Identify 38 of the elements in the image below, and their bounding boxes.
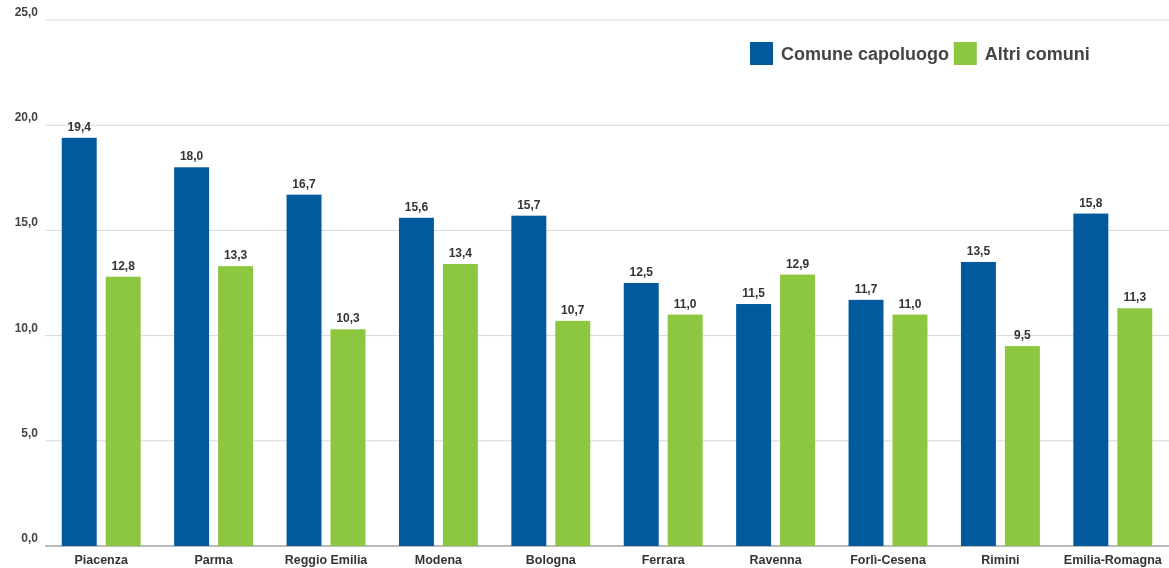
data-label: 11,3 bbox=[1123, 290, 1147, 305]
x-tick-label: Ravenna bbox=[749, 553, 803, 567]
legend-label: Comune capoluogo bbox=[781, 44, 949, 64]
data-label: 15,7 bbox=[517, 197, 541, 212]
x-tick-label: Rimini bbox=[981, 553, 1020, 567]
data-label: 11,5 bbox=[742, 286, 766, 301]
legend-label: Altri comuni bbox=[984, 44, 1090, 64]
x-tick-label: Forlì-Cesena bbox=[850, 553, 927, 567]
y-tick-label: 20,0 bbox=[14, 110, 39, 125]
x-tick-label: Parma bbox=[194, 553, 234, 567]
data-label: 9,5 bbox=[1014, 328, 1032, 343]
y-tick-label: 0,0 bbox=[21, 531, 39, 545]
data-label: 15,6 bbox=[404, 199, 429, 214]
x-tick-label: Reggio Emilia bbox=[284, 553, 369, 567]
x-tick-label: Bologna bbox=[525, 553, 577, 567]
data-label: 16,7 bbox=[292, 176, 317, 191]
data-label: 10,3 bbox=[336, 311, 360, 326]
y-tick-label: 25,0 bbox=[14, 5, 39, 19]
data-label: 11,7 bbox=[854, 281, 878, 296]
y-tick-label: 5,0 bbox=[21, 425, 39, 440]
data-label: 13,5 bbox=[966, 243, 991, 258]
data-label: 18,0 bbox=[179, 149, 204, 164]
data-label: 11,0 bbox=[673, 296, 697, 311]
x-tick-label: Emilia-Romagna bbox=[1063, 553, 1163, 567]
data-label: 13,3 bbox=[223, 248, 248, 263]
data-label: 15,8 bbox=[1079, 195, 1103, 210]
x-tick-label: Ferrara bbox=[641, 553, 686, 567]
data-label: 10,7 bbox=[561, 302, 585, 317]
y-tick-label: 15,0 bbox=[14, 215, 39, 230]
data-label: 13,4 bbox=[448, 246, 473, 261]
x-tick-label: Piacenza bbox=[74, 553, 129, 567]
data-label: 11,0 bbox=[898, 296, 922, 311]
x-tick-label: Modena bbox=[414, 553, 464, 567]
data-label: 12,5 bbox=[629, 265, 654, 279]
data-label: 12,9 bbox=[785, 256, 810, 271]
data-label: 19,4 bbox=[67, 119, 92, 134]
y-tick-label: 10,0 bbox=[14, 320, 39, 335]
data-label: 12,8 bbox=[111, 258, 136, 273]
